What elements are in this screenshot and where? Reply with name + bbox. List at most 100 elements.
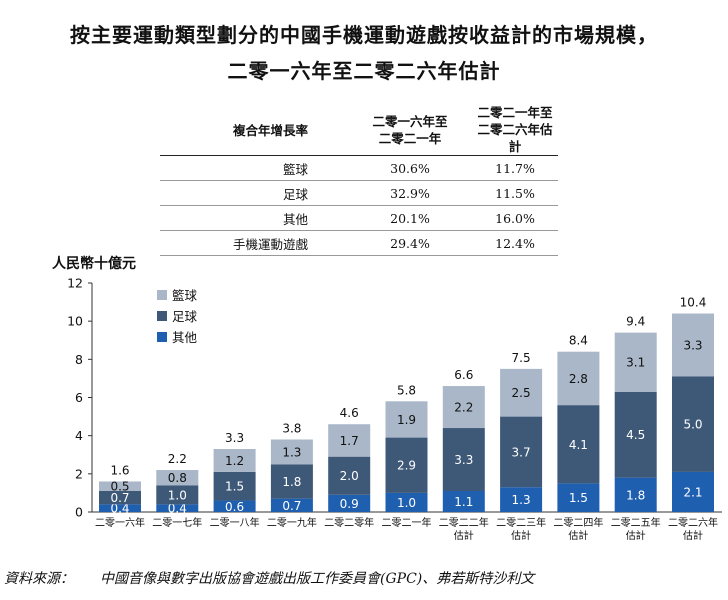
cagr-row-value1: 30.6%: [348, 155, 472, 181]
cagr-row-label: 籃球: [160, 155, 348, 181]
x-tick-label: 二零二六年: [668, 516, 718, 529]
bar-segment-label: 1.0: [168, 488, 187, 502]
bar-segment-label: 2.0: [340, 469, 359, 483]
x-tick-label: 二零一八年: [210, 516, 260, 529]
bar-segment: [672, 471, 714, 512]
y-tick-label: 4: [75, 428, 83, 443]
bar-segment-label: 1.3: [282, 445, 301, 459]
cagr-col2-header: 二零二一年至 二零二六年估計: [472, 104, 558, 156]
cagr-row-value2: 11.7%: [472, 155, 558, 181]
bar-segment-label: 1.8: [626, 488, 645, 502]
bar-segment-label: 2.8: [569, 372, 588, 386]
bar-segment-label: 0.5: [110, 480, 129, 494]
bar-segment-label: 3.3: [683, 339, 702, 353]
bar-segment-label: 1.7: [340, 434, 359, 448]
legend-label: 足球: [172, 309, 198, 324]
source-text: 中國音像與數字出版協會遊戲出版工作委員會(GPC)、弗若斯特沙利文: [100, 571, 535, 587]
bar-segment-label: 1.5: [569, 491, 588, 505]
cagr-row-value1: 32.9%: [348, 180, 472, 206]
cagr-row-value1: 20.1%: [348, 205, 472, 231]
bar-segment: [614, 477, 657, 512]
legend-swatch: [157, 311, 167, 321]
bar-segment: [557, 351, 600, 406]
chart-title-line2: 二零一六年至二零二六年估計: [227, 59, 501, 83]
cagr-table: 複合年增長率 二零一六年至 二零二一年 二零二一年至 二零二六年估計 籃球 30…: [160, 104, 558, 256]
bar-segment: [156, 485, 199, 505]
y-tick-label: 0: [75, 505, 83, 520]
legend-label: 籃球: [172, 288, 198, 303]
bar-segment: [328, 456, 371, 495]
cagr-row: 手機運動遊戲 29.4% 12.4%: [160, 230, 558, 256]
bar-segment: [99, 504, 141, 512]
bar-segment: [385, 437, 428, 493]
y-tick-label: 2: [75, 466, 83, 481]
cagr-header-label: 複合年增長率: [232, 123, 308, 138]
stacked-bar-chart: 0246810120.40.70.51.6二零一六年0.41.00.82.2二零…: [67, 276, 722, 542]
cagr-row-value2: 11.5%: [472, 180, 558, 206]
bar-segment-label: 0.8: [168, 471, 187, 485]
cagr-col1-line2: 二零二一年: [378, 130, 442, 146]
bar-segment: [156, 504, 199, 512]
y-tick-label: 6: [75, 390, 83, 405]
bar-segment: [99, 491, 141, 505]
y-axis-unit-label: 人民幣十億元: [52, 256, 136, 272]
x-tick-label: 二零二零年: [324, 516, 374, 529]
x-tick-label: 估計: [683, 529, 703, 542]
bar-segment: [270, 498, 313, 512]
bar-segment-label: 2.5: [512, 386, 531, 400]
x-tick-label: 二零二一年: [382, 516, 432, 529]
x-tick-label: 二零二四年: [553, 516, 603, 529]
bar-segment-label: 1.1: [454, 495, 473, 509]
bar-segment: [213, 471, 256, 501]
bar-segment-label: 0.4: [168, 502, 187, 516]
y-tick-label: 8: [75, 352, 83, 367]
bar-total-label: 2.2: [168, 452, 187, 466]
chart-title-line1: 按主要運動類型劃分的中國手機運動遊戲按收益計的市場規模，: [70, 23, 658, 47]
bar-total-label: 5.8: [397, 383, 416, 397]
bar-total-label: 3.3: [225, 431, 244, 445]
bar-segment-label: 1.5: [225, 480, 244, 494]
bar-segment-label: 1.2: [225, 454, 244, 468]
bar-segment-label: 0.7: [110, 491, 129, 505]
bar-segment-label: 4.5: [626, 428, 645, 442]
cagr-row-label: 手機運動遊戲: [160, 230, 348, 256]
bar-segment-label: 2.9: [397, 459, 416, 473]
x-tick-label: 二零二五年: [611, 516, 661, 529]
cagr-row: 足球 32.9% 11.5%: [160, 180, 558, 206]
x-tick-label: 二零一七年: [152, 516, 202, 529]
cagr-row: 籃球 30.6% 11.7%: [160, 155, 558, 181]
bar-total-label: 3.8: [282, 421, 301, 435]
bar-segment: [442, 491, 485, 512]
cagr-row-value2: 12.4%: [472, 230, 558, 256]
legend-label: 其他: [172, 330, 198, 345]
source-note: 資料來源： 中國音像與數字出版協會遊戲出版工作委員會(GPC)、弗若斯特沙利文: [4, 568, 534, 588]
bar-segment: [614, 391, 657, 478]
cagr-col1-header: 二零一六年至 二零二一年: [348, 104, 472, 156]
bar-segment: [500, 487, 543, 512]
bar-segment-label: 2.2: [454, 401, 473, 415]
bar-segment-label: 3.1: [626, 356, 645, 370]
cagr-row-value1: 29.4%: [348, 230, 472, 256]
x-tick-label: 估計: [511, 529, 531, 542]
x-tick-label: 估計: [454, 529, 474, 542]
bar-segment: [213, 449, 256, 472]
bar-segment: [270, 439, 313, 465]
bar-segment-label: 3.3: [454, 453, 473, 467]
bar-total-label: 1.6: [110, 463, 129, 477]
y-tick-label: 12: [67, 276, 83, 291]
legend-swatch: [157, 332, 167, 342]
legend-swatch: [157, 290, 167, 300]
cagr-row-label: 足球: [160, 180, 348, 206]
bar-segment-label: 2.1: [683, 485, 702, 499]
bar-segment-label: 5.0: [683, 418, 702, 432]
bar-segment: [328, 424, 371, 457]
y-tick-label: 10: [67, 314, 83, 329]
bar-segment: [156, 470, 199, 486]
bar-total-label: 6.6: [454, 368, 473, 382]
bar-segment: [500, 416, 543, 488]
cagr-row: 其他 20.1% 16.0%: [160, 205, 558, 231]
cagr-row-label: 其他: [160, 205, 348, 231]
cagr-col2-line1: 二零二一年至: [477, 105, 553, 120]
bar-segment: [385, 492, 428, 512]
bar-segment: [557, 405, 600, 484]
